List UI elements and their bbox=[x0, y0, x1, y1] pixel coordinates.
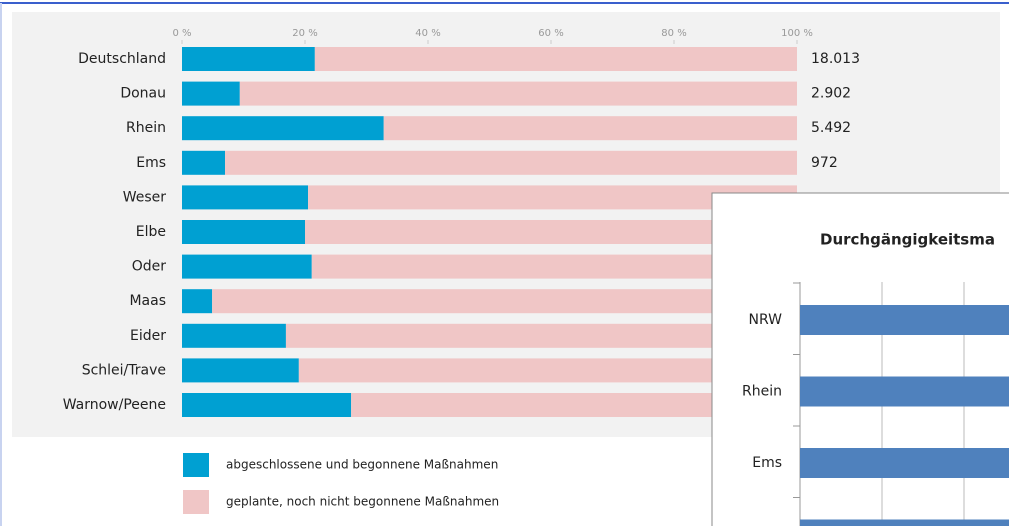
bar-segment bbox=[182, 393, 352, 417]
legend-swatch bbox=[183, 490, 209, 514]
category-label: Maas bbox=[129, 293, 166, 309]
category-label: Ems bbox=[136, 155, 166, 171]
x-tick-label: 40 % bbox=[415, 28, 440, 39]
bar bbox=[800, 305, 1009, 335]
bar-segment bbox=[182, 254, 312, 279]
bar bbox=[800, 376, 1009, 407]
category-label: Eider bbox=[130, 328, 166, 344]
category-label: Ems bbox=[752, 455, 782, 471]
bar-segment bbox=[212, 289, 797, 314]
bar-segment bbox=[182, 81, 240, 106]
x-tick-label: 100 % bbox=[781, 28, 813, 39]
legend-label: abgeschlossene und begonnene Maßnahmen bbox=[226, 458, 498, 472]
category-label: Oder bbox=[132, 259, 167, 275]
bar-segment bbox=[182, 220, 305, 244]
category-label: Deutschland bbox=[78, 51, 166, 67]
total-label: 5.492 bbox=[811, 120, 851, 136]
category-label: Elbe bbox=[136, 224, 166, 240]
bar-segment bbox=[182, 116, 384, 141]
overlay-title: Durchgängigkeitsma bbox=[820, 231, 995, 249]
bar-segment bbox=[182, 358, 299, 383]
x-tick-label: 80 % bbox=[661, 28, 686, 39]
bar-segment bbox=[225, 150, 798, 175]
category-label: Warnow/Peene bbox=[63, 397, 166, 413]
x-tick-label: 20 % bbox=[292, 28, 317, 39]
bar-segment bbox=[383, 116, 797, 141]
total-label: 972 bbox=[811, 155, 838, 171]
category-label: Weser bbox=[123, 189, 167, 205]
category-label: Donau bbox=[120, 86, 166, 102]
category-label: Rhein bbox=[126, 120, 166, 136]
bar bbox=[800, 519, 1009, 526]
legend-swatch bbox=[183, 453, 209, 477]
total-label: 2.902 bbox=[811, 86, 851, 102]
bar-segment bbox=[182, 47, 315, 71]
category-label: Rhein bbox=[742, 384, 782, 400]
bar-segment bbox=[182, 185, 309, 210]
bar-segment bbox=[314, 47, 797, 71]
total-label: 18.013 bbox=[811, 51, 860, 67]
bar-segment bbox=[182, 323, 286, 348]
bar-segment bbox=[182, 150, 226, 175]
x-tick-label: 0 % bbox=[172, 28, 191, 39]
bar bbox=[800, 448, 1009, 478]
overlay-chart: Durchgängigkeitsma NRW Rhein Ems bbox=[711, 192, 1009, 526]
legend-label: geplante, noch nicht begonnene Maßnahmen bbox=[226, 495, 499, 509]
x-tick-label: 60 % bbox=[538, 28, 563, 39]
bar-segment bbox=[239, 81, 797, 106]
category-label: NRW bbox=[749, 312, 783, 328]
bar-segment bbox=[182, 289, 213, 314]
category-label: Schlei/Trave bbox=[82, 362, 166, 378]
